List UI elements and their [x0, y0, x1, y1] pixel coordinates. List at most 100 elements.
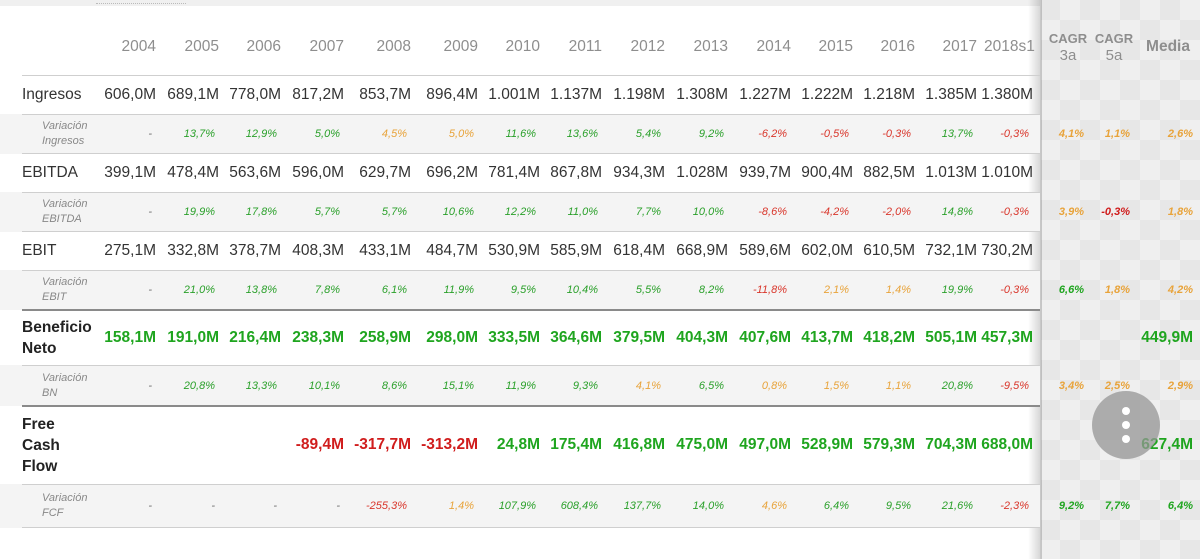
variation-cell-2006: - — [273, 500, 277, 512]
cagr3-value-fcf: 9,2% — [1058, 500, 1084, 512]
variation-side-ingresos: 4,1% 1,1% 2,6% — [0, 114, 1200, 154]
variation-side-ebitda: 3,9% -0,3% 1,8% — [0, 192, 1200, 232]
row-fcf: Free Cash Flow -89,4M -317,7M -313,2M 24,8M 175… — [0, 406, 1200, 484]
variation-cell-2012: 5,4% — [635, 128, 661, 140]
variation-cell-2014: -11,8% — [752, 284, 787, 296]
media-value-ebit: 4,2% — [1167, 284, 1193, 296]
variation-cell-2008: -255,3% — [366, 500, 407, 512]
row-divider — [22, 153, 1040, 154]
variation-cell-2018s1: -0,3% — [1000, 206, 1029, 218]
variation-cell-2013: 14,0% — [692, 500, 724, 512]
cagr3-value-ingresos: 4,1% — [1058, 128, 1084, 140]
top-strip — [0, 0, 1040, 6]
value-cell-2004 — [90, 406, 156, 484]
more-options-button[interactable] — [1092, 391, 1160, 459]
value-cell-2012: 379,5M — [613, 328, 665, 346]
value-cell-2010: 24,8M — [496, 436, 540, 453]
year-header-2016: 2016 — [880, 38, 915, 55]
variation-cell-2013: 9,2% — [698, 128, 724, 140]
row-bn: Beneficio Neto 158,1M 191,0M 216,4M 238,3M 258… — [0, 310, 1200, 365]
variation-side-ebit: 6,6% 1,8% 4,2% — [0, 270, 1200, 310]
variation-cell-2011: 608,4% — [560, 500, 598, 512]
variation-cell-2010: 9,5% — [510, 284, 536, 296]
value-cell-2007: 408,3M — [292, 242, 344, 259]
variation-label-top: Variación — [42, 371, 88, 384]
row-label-line: Beneficio — [22, 318, 92, 336]
variation-label-top: Variación — [42, 120, 88, 132]
variation-cell-2013: 8,2% — [698, 284, 724, 296]
value-cell-2010: 530,9M — [488, 242, 540, 259]
row-divider — [22, 75, 1040, 76]
variation-cell-2015: 6,4% — [823, 500, 849, 512]
value-cell-2014: 1.227M — [739, 86, 791, 103]
year-header-2011: 2011 — [568, 38, 602, 55]
variation-cell-2005: 19,9% — [183, 206, 215, 218]
value-cell-2012: 416,8M — [613, 436, 665, 453]
media-header: Media — [1146, 38, 1190, 55]
variation-label-top: Variación — [42, 492, 88, 504]
row-label-line: Free — [22, 415, 55, 433]
value-cell-2006: 563,6M — [229, 164, 281, 181]
cagr-label: CAGR — [1094, 31, 1134, 46]
value-cell-2005: 191,0M — [167, 328, 219, 346]
value-cell-2008: 629,7M — [359, 164, 411, 181]
variation-cell-2007: 7,8% — [314, 284, 340, 296]
variation-cell-2010: 11,9% — [505, 379, 536, 392]
cagr-period: 3a — [1059, 47, 1077, 64]
variation-cell-2014: 0,8% — [761, 379, 787, 392]
variation-cell-2007: 5,7% — [314, 206, 340, 218]
year-header-2014: 2014 — [756, 38, 791, 55]
value-cell-2016: 579,3M — [863, 436, 915, 453]
value-cell-2004: 399,1M — [104, 164, 156, 181]
row-divider — [22, 484, 1040, 485]
variation-cell-2017: 20,8% — [941, 379, 973, 392]
value-cell-2011: 867,8M — [550, 164, 602, 181]
variation-cell-2016: -0,3% — [882, 128, 911, 140]
value-cell-2010: 781,4M — [488, 164, 540, 181]
row-divider — [22, 270, 1040, 271]
value-cell-2018s1: 1.380M — [981, 86, 1033, 103]
variation-cell-2008: 6,1% — [381, 284, 407, 296]
value-cell-2016: 610,5M — [863, 242, 915, 259]
value-cell-2011: 585,9M — [550, 242, 602, 259]
media-value-bn: 449,9M — [1141, 328, 1193, 346]
variation-label-bottom: EBITDA — [42, 213, 82, 225]
row-divider — [22, 309, 1040, 311]
variation-cell-2015: -4,2% — [820, 206, 849, 218]
value-cell-2014: 589,6M — [739, 242, 791, 259]
cagr-label: CAGR — [1048, 31, 1088, 46]
variation-label-bottom: BN — [42, 386, 58, 399]
row-divider — [22, 365, 1040, 366]
row-label-ebitda: EBITDA — [22, 164, 78, 181]
variation-cell-2009: 11,9% — [443, 284, 474, 296]
value-cell-2015: 413,7M — [801, 328, 853, 346]
variation-cell-2017: 21,6% — [941, 500, 973, 512]
value-cell-2015: 602,0M — [801, 242, 853, 259]
value-cell-2015: 900,4M — [801, 164, 853, 181]
value-cell-2008: 258,9M — [359, 328, 411, 346]
year-header-2010: 2010 — [505, 38, 540, 55]
variation-cell-2011: 11,0% — [567, 206, 598, 218]
year-header-2007: 2007 — [309, 38, 344, 55]
cagr-header-3a: CAGR 3a — [1046, 18, 1090, 76]
variation-cell-2009: 10,6% — [442, 206, 474, 218]
more-vertical-icon — [1122, 407, 1130, 415]
variation-cell-2015: -0,5% — [820, 128, 849, 140]
value-cell-2012: 618,4M — [613, 242, 665, 259]
value-cell-2008: -317,7M — [354, 436, 411, 453]
variation-row-ebit: Variación EBIT - 21,0% 13,8% 7,8% 6,1% 11,9% 9,5… — [0, 270, 1040, 310]
variation-row-bn: Variación BN - 20,8% 13,3% 10,1% 8,6% 15,1% 11,9… — [0, 365, 1040, 406]
value-cell-2006: 216,4M — [229, 328, 281, 346]
row-label-fcf: Free Cash Flow — [22, 406, 60, 484]
cagr5-value-bn: 2,5% — [1104, 379, 1130, 392]
row-label-line: Flow — [22, 457, 58, 475]
value-cell-2012: 934,3M — [613, 164, 665, 181]
value-cell-2013: 1.028M — [676, 164, 728, 181]
variation-cell-2004: - — [148, 284, 152, 296]
variation-cell-2011: 10,4% — [566, 284, 598, 296]
value-cell-2004: 606,0M — [104, 86, 156, 103]
media-value-ingresos: 2,6% — [1167, 128, 1193, 140]
row-ingresos: Ingresos 606,0M 689,1M 778,0M 817,2M 853,7M 89… — [0, 76, 1200, 114]
variation-cell-2016: 9,5% — [885, 500, 911, 512]
cagr3-value-ebit: 6,6% — [1058, 284, 1084, 296]
